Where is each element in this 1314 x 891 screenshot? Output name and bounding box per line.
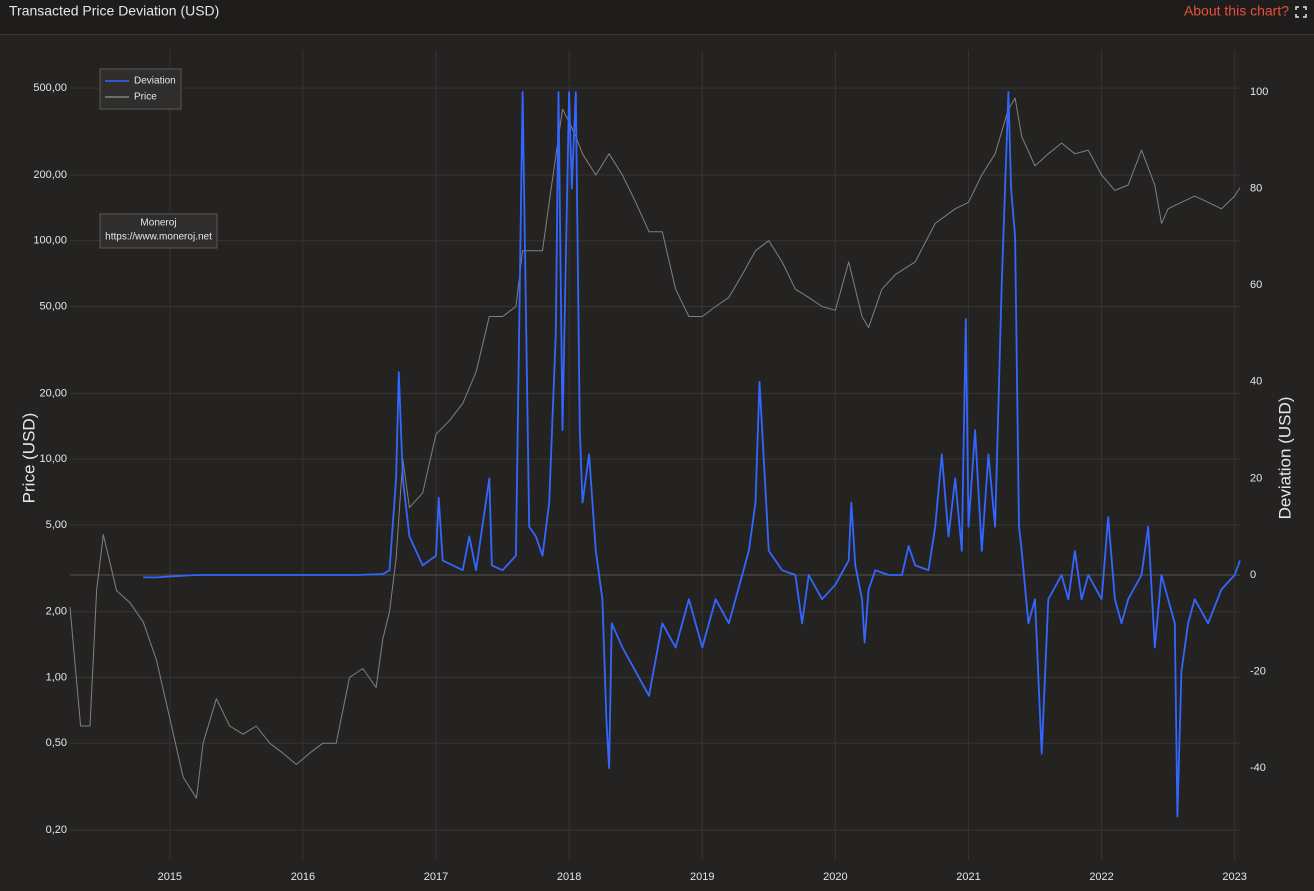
y-tick-label: 20,00 <box>39 387 67 399</box>
x-tick-label: 2018 <box>557 871 581 883</box>
y2-tick-label: 80 <box>1250 183 1262 195</box>
x-tick-label: 2021 <box>956 871 980 883</box>
y2-tick-label: 0 <box>1250 569 1256 581</box>
x-tick-label: 2019 <box>690 871 714 883</box>
x-tick-label: 2017 <box>424 871 448 883</box>
series-line <box>69 97 1241 799</box>
annotation: Moneroj https://www.moneroj.net <box>99 213 218 249</box>
y-tick-label: 2,00 <box>46 606 67 618</box>
y-axis-title: Price (USD) <box>19 413 38 504</box>
y-tick-label: 1,00 <box>46 671 67 683</box>
x-tick-label: 2015 <box>158 871 182 883</box>
y2-tick-label: 60 <box>1250 279 1262 291</box>
legend-box <box>99 68 182 110</box>
fullscreen-icon[interactable] <box>1295 6 1307 18</box>
y2-tick-label: 100 <box>1250 86 1268 98</box>
about-link[interactable]: About this chart? <box>1184 3 1289 19</box>
chart-title: Transacted Price Deviation (USD) <box>9 3 219 19</box>
legend-label: Deviation <box>134 76 176 87</box>
y2-tick-label: -20 <box>1250 666 1266 678</box>
y-tick-label: 0,20 <box>46 824 67 836</box>
y-tick-label: 500,00 <box>33 82 67 94</box>
x-tick-label: 2023 <box>1222 871 1246 883</box>
y-tick-label: 200,00 <box>33 169 67 181</box>
y2-tick-label: 40 <box>1250 376 1262 388</box>
annotation-text: Moneroj <box>140 218 176 229</box>
y-tick-label: 5,00 <box>46 519 67 531</box>
legend: Deviation Price <box>99 68 182 110</box>
y-tick-label: 100,00 <box>33 235 67 247</box>
annotation-text: https://www.moneroj.net <box>105 232 212 243</box>
y2-tick-label: -40 <box>1250 762 1266 774</box>
legend-label: Price <box>134 92 157 103</box>
grid: 2015 2016 2017 2018 2019 2020 2021 2022 2023 0,20… <box>33 50 1268 883</box>
y2-tick-label: 20 <box>1250 472 1262 484</box>
plot <box>69 91 1241 818</box>
y-tick-label: 50,00 <box>39 300 67 312</box>
y2-axis-title: Deviation (USD) <box>1275 397 1294 520</box>
x-tick-label: 2016 <box>291 871 315 883</box>
y-tick-label: 0,50 <box>46 737 67 749</box>
x-tick-label: 2022 <box>1089 871 1113 883</box>
annotation-box <box>99 213 218 249</box>
series-line <box>143 91 1241 818</box>
header-bar <box>0 0 1314 34</box>
y-tick-label: 10,00 <box>39 453 67 465</box>
x-tick-label: 2020 <box>823 871 847 883</box>
